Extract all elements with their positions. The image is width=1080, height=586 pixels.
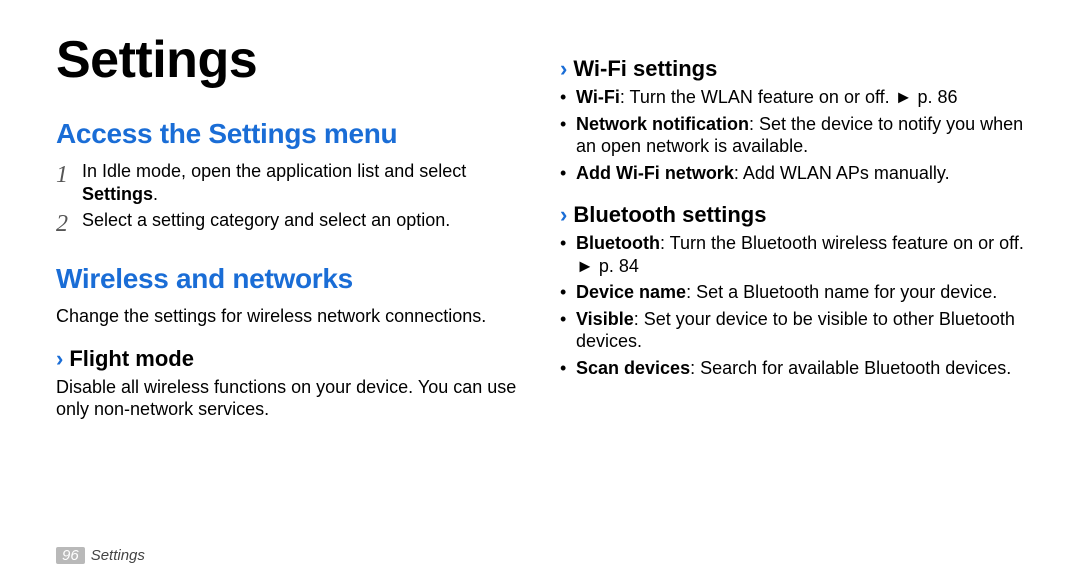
page-footer: 96 Settings [56, 547, 145, 564]
list-item-bold: Network notification [576, 114, 749, 134]
chevron-icon: › [56, 346, 63, 372]
left-column: Settings Access the Settings menu 1 In I… [56, 30, 520, 423]
subheading-flight-mode: › Flight mode [56, 346, 520, 372]
subheading-label: Flight mode [69, 346, 194, 372]
step-text-pre: In Idle mode, open the application list … [82, 161, 466, 181]
list-item: Network notification: Set the device to … [560, 113, 1024, 158]
subheading-label: Wi-Fi settings [573, 56, 717, 82]
footer-label: Settings [91, 547, 145, 564]
list-item-text: : Search for available Bluetooth devices… [690, 358, 1011, 378]
section-heading-wireless: Wireless and networks [56, 263, 520, 295]
bluetooth-bullet-list: Bluetooth: Turn the Bluetooth wireless f… [560, 232, 1024, 379]
step-list: 1 In Idle mode, open the application lis… [56, 160, 520, 239]
list-item: Bluetooth: Turn the Bluetooth wireless f… [560, 232, 1024, 277]
subheading-wifi-settings: › Wi-Fi settings [560, 56, 1024, 82]
columns: Settings Access the Settings menu 1 In I… [56, 30, 1024, 423]
step-item: 1 In Idle mode, open the application lis… [56, 160, 520, 205]
step-text: Select a setting category and select an … [82, 209, 520, 232]
list-item-text: : Set a Bluetooth name for your device. [686, 282, 997, 302]
step-text-bold: Settings [82, 184, 153, 204]
manual-page: Settings Access the Settings menu 1 In I… [0, 0, 1080, 586]
chevron-icon: › [560, 202, 567, 228]
step-number: 1 [56, 160, 82, 190]
list-item: Visible: Set your device to be visible t… [560, 308, 1024, 353]
list-item: Scan devices: Search for available Bluet… [560, 357, 1024, 380]
subheading-label: Bluetooth settings [573, 202, 766, 228]
list-item-bold: Visible [576, 309, 634, 329]
wifi-bullet-list: Wi-Fi: Turn the WLAN feature on or off. … [560, 86, 1024, 184]
list-item-bold: Bluetooth [576, 233, 660, 253]
right-column: › Wi-Fi settings Wi-Fi: Turn the WLAN fe… [560, 30, 1024, 423]
subheading-bluetooth-settings: › Bluetooth settings [560, 202, 1024, 228]
step-number: 2 [56, 209, 82, 239]
list-item-bold: Scan devices [576, 358, 690, 378]
list-item-bold: Wi-Fi [576, 87, 620, 107]
flight-body: Disable all wireless functions on your d… [56, 376, 520, 421]
page-number: 96 [56, 547, 85, 564]
step-text-pre: Select a setting category and select an … [82, 210, 450, 230]
step-text-post: . [153, 184, 158, 204]
list-item-text: : Add WLAN APs manually. [734, 163, 950, 183]
list-item: Wi-Fi: Turn the WLAN feature on or off. … [560, 86, 1024, 109]
step-text: In Idle mode, open the application list … [82, 160, 520, 205]
step-item: 2 Select a setting category and select a… [56, 209, 520, 239]
section-heading-access: Access the Settings menu [56, 118, 520, 150]
list-item-text: : Turn the WLAN feature on or off. ► p. … [620, 87, 958, 107]
list-item: Device name: Set a Bluetooth name for yo… [560, 281, 1024, 304]
page-title: Settings [56, 30, 520, 90]
chevron-icon: › [560, 56, 567, 82]
list-item-text: : Set your device to be visible to other… [576, 309, 1015, 352]
list-item: Add Wi-Fi network: Add WLAN APs manually… [560, 162, 1024, 185]
list-item-bold: Device name [576, 282, 686, 302]
wireless-intro: Change the settings for wireless network… [56, 305, 520, 328]
list-item-bold: Add Wi-Fi network [576, 163, 734, 183]
